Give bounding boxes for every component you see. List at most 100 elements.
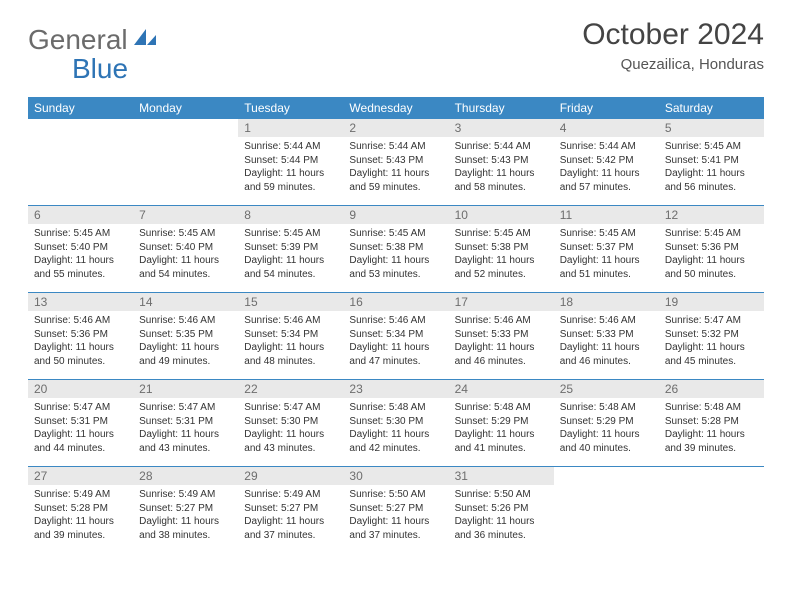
daylight-line: Daylight: 11 hours and 51 minutes. xyxy=(560,254,653,281)
day-number: 12 xyxy=(659,206,764,224)
cell-body: Sunrise: 5:45 AMSunset: 5:39 PMDaylight:… xyxy=(238,224,343,285)
calendar-cell: 17Sunrise: 5:46 AMSunset: 5:33 PMDayligh… xyxy=(449,293,554,380)
cell-body: Sunrise: 5:46 AMSunset: 5:35 PMDaylight:… xyxy=(133,311,238,372)
day-number: 5 xyxy=(659,119,764,137)
day-header: Wednesday xyxy=(343,97,448,119)
cell-body: Sunrise: 5:44 AMSunset: 5:43 PMDaylight:… xyxy=(449,137,554,198)
cell-body: Sunrise: 5:47 AMSunset: 5:31 PMDaylight:… xyxy=(133,398,238,459)
calendar-cell: 14Sunrise: 5:46 AMSunset: 5:35 PMDayligh… xyxy=(133,293,238,380)
cell-body: Sunrise: 5:47 AMSunset: 5:31 PMDaylight:… xyxy=(28,398,133,459)
daylight-line: Daylight: 11 hours and 43 minutes. xyxy=(244,428,337,455)
sunset-line: Sunset: 5:33 PM xyxy=(455,328,548,342)
day-header: Thursday xyxy=(449,97,554,119)
calendar-cell: 22Sunrise: 5:47 AMSunset: 5:30 PMDayligh… xyxy=(238,380,343,467)
sunset-line: Sunset: 5:31 PM xyxy=(34,415,127,429)
daylight-line: Daylight: 11 hours and 37 minutes. xyxy=(244,515,337,542)
day-number: 26 xyxy=(659,380,764,398)
daylight-line: Daylight: 11 hours and 58 minutes. xyxy=(455,167,548,194)
day-header: Tuesday xyxy=(238,97,343,119)
day-number: 16 xyxy=(343,293,448,311)
calendar-cell: 20Sunrise: 5:47 AMSunset: 5:31 PMDayligh… xyxy=(28,380,133,467)
sunset-line: Sunset: 5:31 PM xyxy=(139,415,232,429)
sunrise-line: Sunrise: 5:45 AM xyxy=(455,227,548,241)
calendar-week-row: 13Sunrise: 5:46 AMSunset: 5:36 PMDayligh… xyxy=(28,293,764,380)
calendar-cell: 29Sunrise: 5:49 AMSunset: 5:27 PMDayligh… xyxy=(238,467,343,554)
calendar-cell: 25Sunrise: 5:48 AMSunset: 5:29 PMDayligh… xyxy=(554,380,659,467)
sunrise-line: Sunrise: 5:48 AM xyxy=(560,401,653,415)
calendar-week-row: 27Sunrise: 5:49 AMSunset: 5:28 PMDayligh… xyxy=(28,467,764,554)
day-number: 23 xyxy=(343,380,448,398)
day-number: 13 xyxy=(28,293,133,311)
sunrise-line: Sunrise: 5:49 AM xyxy=(139,488,232,502)
daylight-line: Daylight: 11 hours and 49 minutes. xyxy=(139,341,232,368)
day-number: 31 xyxy=(449,467,554,485)
sunset-line: Sunset: 5:35 PM xyxy=(139,328,232,342)
daylight-line: Daylight: 11 hours and 39 minutes. xyxy=(34,515,127,542)
sunset-line: Sunset: 5:28 PM xyxy=(34,502,127,516)
cell-body: Sunrise: 5:44 AMSunset: 5:42 PMDaylight:… xyxy=(554,137,659,198)
sunrise-line: Sunrise: 5:46 AM xyxy=(349,314,442,328)
cell-body: Sunrise: 5:45 AMSunset: 5:41 PMDaylight:… xyxy=(659,137,764,198)
day-number: 17 xyxy=(449,293,554,311)
daylight-line: Daylight: 11 hours and 47 minutes. xyxy=(349,341,442,368)
sunset-line: Sunset: 5:30 PM xyxy=(244,415,337,429)
calendar-week-row: 6Sunrise: 5:45 AMSunset: 5:40 PMDaylight… xyxy=(28,206,764,293)
daylight-line: Daylight: 11 hours and 55 minutes. xyxy=(34,254,127,281)
day-number: 14 xyxy=(133,293,238,311)
sunrise-line: Sunrise: 5:50 AM xyxy=(349,488,442,502)
daylight-line: Daylight: 11 hours and 59 minutes. xyxy=(244,167,337,194)
cell-body: Sunrise: 5:49 AMSunset: 5:27 PMDaylight:… xyxy=(238,485,343,546)
cell-body: Sunrise: 5:47 AMSunset: 5:30 PMDaylight:… xyxy=(238,398,343,459)
calendar-cell: 23Sunrise: 5:48 AMSunset: 5:30 PMDayligh… xyxy=(343,380,448,467)
sunrise-line: Sunrise: 5:45 AM xyxy=(560,227,653,241)
calendar-cell: 27Sunrise: 5:49 AMSunset: 5:28 PMDayligh… xyxy=(28,467,133,554)
cell-body: Sunrise: 5:46 AMSunset: 5:34 PMDaylight:… xyxy=(343,311,448,372)
calendar-cell: 11Sunrise: 5:45 AMSunset: 5:37 PMDayligh… xyxy=(554,206,659,293)
daylight-line: Daylight: 11 hours and 38 minutes. xyxy=(139,515,232,542)
daylight-line: Daylight: 11 hours and 44 minutes. xyxy=(34,428,127,455)
cell-body: Sunrise: 5:50 AMSunset: 5:26 PMDaylight:… xyxy=(449,485,554,546)
sunrise-line: Sunrise: 5:48 AM xyxy=(665,401,758,415)
sunset-line: Sunset: 5:44 PM xyxy=(244,154,337,168)
daylight-line: Daylight: 11 hours and 36 minutes. xyxy=(455,515,548,542)
calendar-cell: 31Sunrise: 5:50 AMSunset: 5:26 PMDayligh… xyxy=(449,467,554,554)
sunset-line: Sunset: 5:26 PM xyxy=(455,502,548,516)
day-header: Sunday xyxy=(28,97,133,119)
cell-body: Sunrise: 5:47 AMSunset: 5:32 PMDaylight:… xyxy=(659,311,764,372)
sunset-line: Sunset: 5:27 PM xyxy=(139,502,232,516)
location-label: Quezailica, Honduras xyxy=(582,56,764,73)
sunrise-line: Sunrise: 5:45 AM xyxy=(244,227,337,241)
sunset-line: Sunset: 5:30 PM xyxy=(349,415,442,429)
cell-body: Sunrise: 5:48 AMSunset: 5:29 PMDaylight:… xyxy=(554,398,659,459)
calendar-cell: 15Sunrise: 5:46 AMSunset: 5:34 PMDayligh… xyxy=(238,293,343,380)
sunrise-line: Sunrise: 5:48 AM xyxy=(455,401,548,415)
daylight-line: Daylight: 11 hours and 46 minutes. xyxy=(560,341,653,368)
daylight-line: Daylight: 11 hours and 59 minutes. xyxy=(349,167,442,194)
sunset-line: Sunset: 5:34 PM xyxy=(349,328,442,342)
calendar-cell: 24Sunrise: 5:48 AMSunset: 5:29 PMDayligh… xyxy=(449,380,554,467)
day-number: 27 xyxy=(28,467,133,485)
sunset-line: Sunset: 5:43 PM xyxy=(349,154,442,168)
day-number: 30 xyxy=(343,467,448,485)
cell-body: Sunrise: 5:45 AMSunset: 5:37 PMDaylight:… xyxy=(554,224,659,285)
calendar-cell: 19Sunrise: 5:47 AMSunset: 5:32 PMDayligh… xyxy=(659,293,764,380)
cell-body: Sunrise: 5:45 AMSunset: 5:38 PMDaylight:… xyxy=(449,224,554,285)
calendar-table: SundayMondayTuesdayWednesdayThursdayFrid… xyxy=(28,97,764,553)
sunrise-line: Sunrise: 5:47 AM xyxy=(139,401,232,415)
day-number: 25 xyxy=(554,380,659,398)
sunset-line: Sunset: 5:34 PM xyxy=(244,328,337,342)
calendar-cell: 3Sunrise: 5:44 AMSunset: 5:43 PMDaylight… xyxy=(449,119,554,206)
sunset-line: Sunset: 5:28 PM xyxy=(665,415,758,429)
logo-sail-icon xyxy=(128,24,158,56)
day-number: 20 xyxy=(28,380,133,398)
calendar-cell: 10Sunrise: 5:45 AMSunset: 5:38 PMDayligh… xyxy=(449,206,554,293)
calendar-cell: 12Sunrise: 5:45 AMSunset: 5:36 PMDayligh… xyxy=(659,206,764,293)
daylight-line: Daylight: 11 hours and 39 minutes. xyxy=(665,428,758,455)
sunset-line: Sunset: 5:33 PM xyxy=(560,328,653,342)
cell-body: Sunrise: 5:44 AMSunset: 5:43 PMDaylight:… xyxy=(343,137,448,198)
sunrise-line: Sunrise: 5:46 AM xyxy=(560,314,653,328)
daylight-line: Daylight: 11 hours and 56 minutes. xyxy=(665,167,758,194)
page-title: October 2024 xyxy=(582,18,764,52)
day-number: 21 xyxy=(133,380,238,398)
logo: General xyxy=(28,18,158,56)
